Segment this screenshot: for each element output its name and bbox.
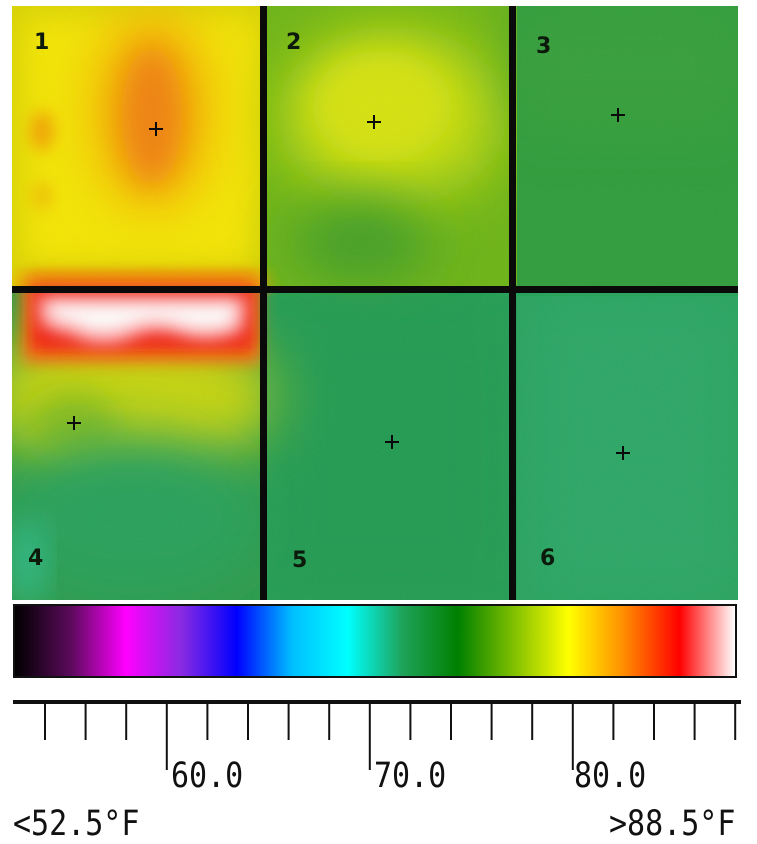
minor-tick [409, 702, 412, 740]
temperature-scale: 60.0 70.0 80.0 <52.5°F >88.5°F [13, 700, 741, 844]
thermal-heatmap [12, 6, 738, 600]
crosshair-marker-zone-4 [67, 416, 81, 430]
minor-tick [44, 702, 46, 740]
minor-tick [490, 702, 493, 740]
minor-tick [247, 702, 249, 740]
minor-tick [206, 702, 209, 740]
crosshair-marker-zone-3 [611, 108, 625, 122]
minor-tick [653, 702, 655, 740]
zone-label-2: 2 [286, 30, 303, 55]
scale-ticks [13, 700, 741, 770]
minor-tick [328, 702, 331, 740]
minor-tick [693, 702, 696, 740]
scale-min-label: <52.5°F [13, 804, 140, 844]
crosshair-marker-zone-1 [149, 122, 163, 136]
tick-label-60: 60.0 [171, 756, 244, 797]
major-tick [571, 702, 574, 770]
minor-tick [734, 702, 737, 740]
crosshair-marker-zone-5 [385, 435, 399, 449]
minor-tick [531, 702, 534, 740]
tick-label-70: 70.0 [374, 756, 447, 797]
thermal-image: 1 2 3 4 5 6 [12, 6, 738, 600]
minor-tick [450, 702, 452, 740]
zone-label-6: 6 [540, 546, 557, 571]
minor-tick [287, 702, 290, 740]
zone-label-3: 3 [536, 34, 553, 59]
tick-label-80: 80.0 [574, 756, 647, 797]
zone-label-5: 5 [292, 548, 309, 573]
major-tick [165, 702, 168, 770]
zone-label-4: 4 [28, 546, 45, 571]
scale-max-label: >88.5°F [609, 804, 736, 844]
minor-tick [125, 702, 128, 740]
crosshair-marker-zone-2 [367, 115, 381, 129]
crosshair-marker-zone-6 [616, 446, 630, 460]
color-scale-bar [13, 604, 737, 678]
major-tick [368, 702, 371, 770]
minor-tick [612, 702, 615, 740]
zone-label-1: 1 [34, 30, 51, 55]
minor-tick [84, 702, 87, 740]
